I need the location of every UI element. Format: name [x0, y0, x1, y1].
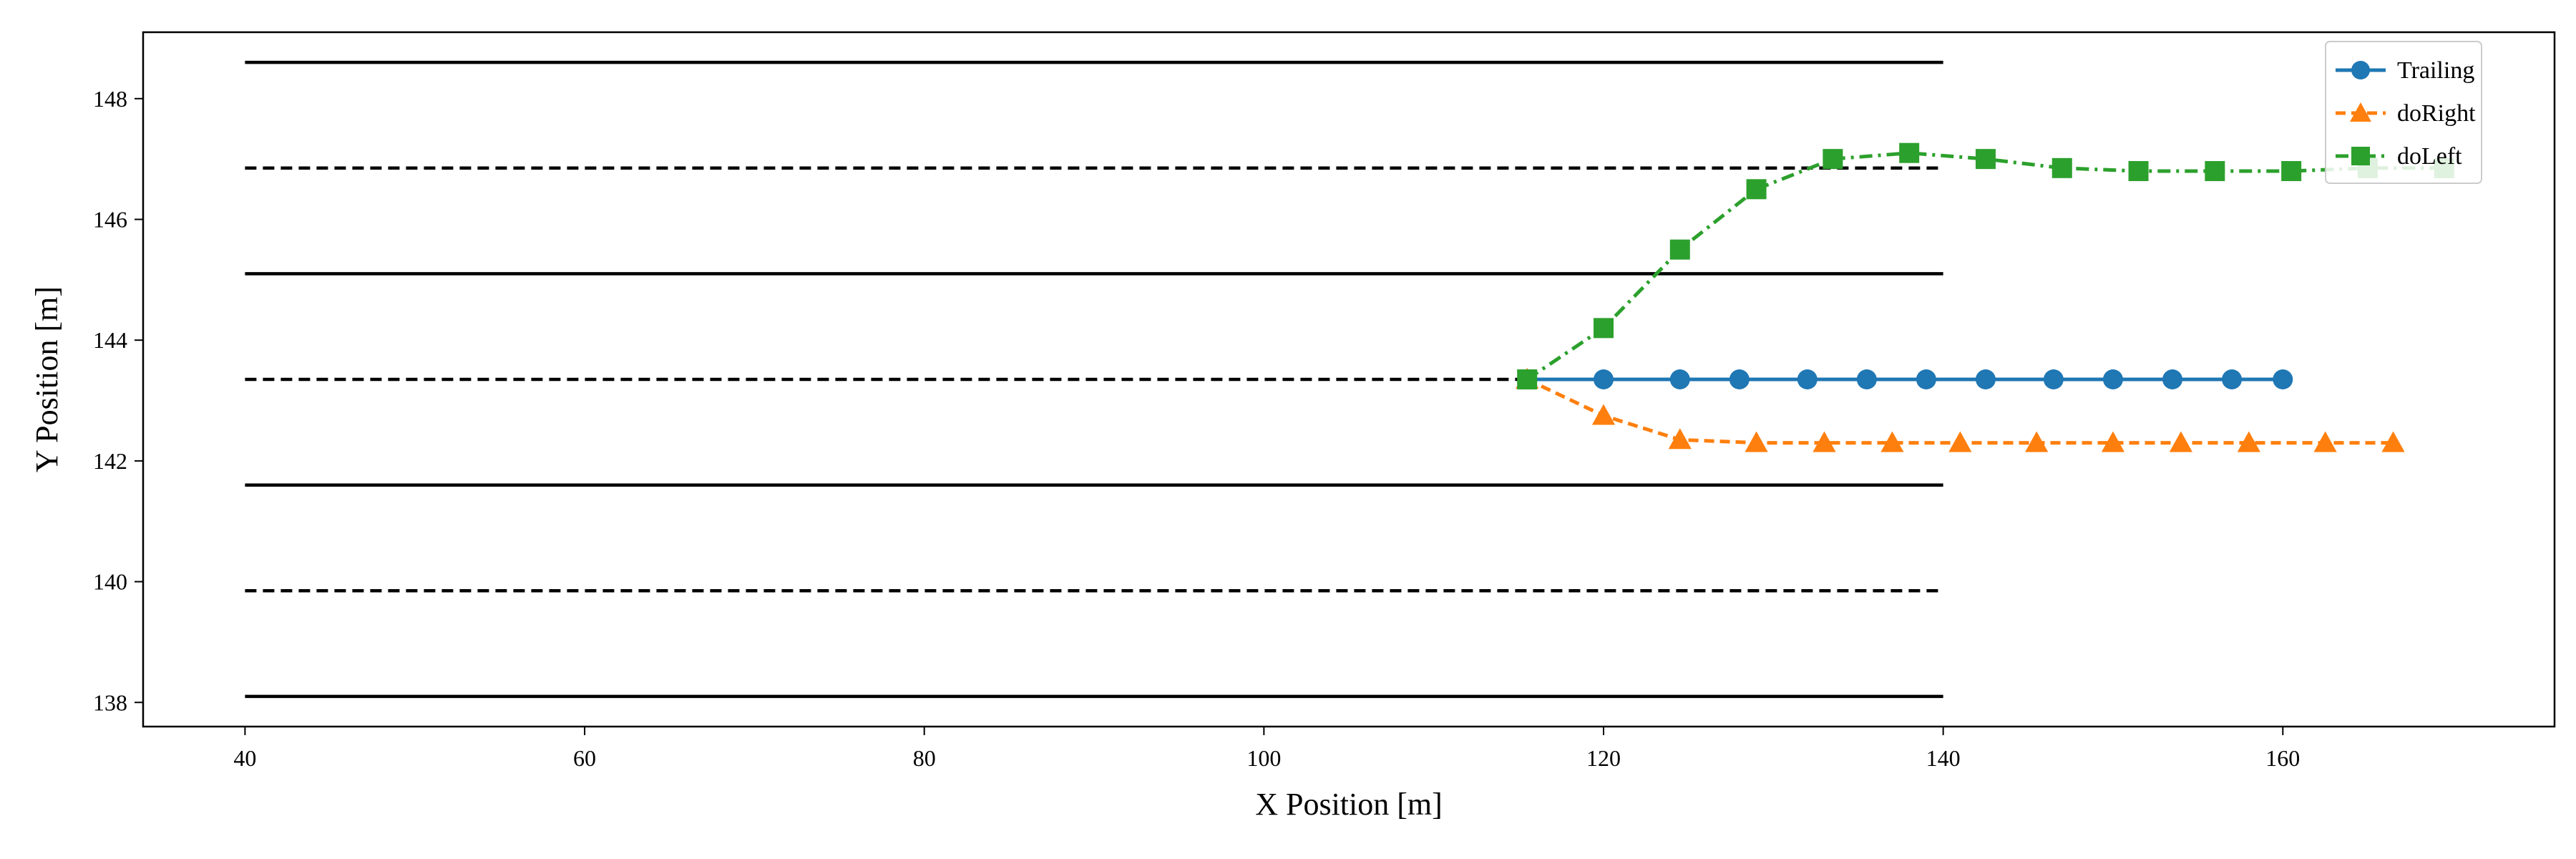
data-point	[1669, 369, 1690, 389]
y-axis-label: Y Position [m]	[29, 286, 64, 472]
x-tick-label: 140	[1926, 745, 1961, 771]
x-axis-label: X Position [m]	[1255, 787, 1443, 822]
data-point	[2051, 157, 2072, 178]
data-point	[1975, 369, 1996, 389]
data-point	[1916, 369, 1936, 389]
data-point	[2205, 161, 2225, 181]
y-tick-label: 148	[93, 86, 127, 112]
legend-marker	[2351, 61, 2370, 79]
x-axis-ticks: 40 60 80 100 120 140 160	[233, 727, 2300, 771]
legend-entry: doLeft	[2397, 143, 2462, 170]
x-tick-label: 160	[2265, 745, 2300, 771]
data-point	[1813, 431, 1836, 452]
data-point	[2102, 369, 2123, 389]
data-point	[1669, 239, 1690, 260]
y-tick-label: 140	[93, 569, 127, 595]
series-layer	[1516, 142, 2454, 452]
data-point	[2169, 431, 2192, 452]
data-point	[1975, 149, 1996, 170]
data-point	[1593, 318, 1614, 339]
y-tick-label: 142	[93, 448, 127, 474]
data-point	[1880, 431, 1904, 452]
data-point	[2381, 431, 2405, 452]
y-tick-label: 146	[93, 206, 127, 232]
y-tick-label: 138	[93, 689, 127, 715]
data-point	[2101, 431, 2125, 452]
data-point	[1517, 369, 1538, 389]
series-line	[1526, 151, 2444, 382]
x-tick-label: 40	[233, 745, 256, 771]
data-point	[1591, 404, 1616, 425]
data-point	[1668, 428, 1692, 450]
data-point	[2222, 369, 2243, 389]
data-point	[1797, 369, 1818, 389]
data-point	[1823, 149, 1843, 170]
x-tick-label: 100	[1246, 745, 1281, 771]
data-point	[2281, 161, 2302, 181]
y-axis-ticks: 138 140 142 144 146 148	[93, 86, 143, 715]
data-point	[1745, 431, 1768, 452]
series-doLeft	[1517, 142, 2454, 389]
data-point	[1899, 142, 1920, 163]
data-point	[1729, 369, 1750, 389]
data-point	[1856, 369, 1877, 389]
legend-marker	[2350, 102, 2371, 122]
data-point	[2273, 369, 2293, 389]
plot-frame	[142, 31, 2556, 728]
x-tick-label: 80	[913, 745, 936, 771]
y-tick-label: 144	[93, 327, 127, 353]
data-point	[1593, 369, 1614, 389]
series-Trailing	[1517, 369, 2293, 389]
legend-marker	[2351, 147, 2370, 165]
data-point	[2128, 161, 2149, 181]
legend-entry: doRight	[2397, 100, 2476, 127]
data-point	[2025, 431, 2049, 452]
data-point	[2043, 369, 2064, 389]
data-point	[2162, 369, 2183, 389]
x-tick-label: 60	[573, 745, 596, 771]
legend-entry: Trailing	[2397, 57, 2474, 84]
data-point	[2313, 431, 2337, 452]
data-point	[1948, 431, 1972, 452]
x-tick-label: 120	[1586, 745, 1621, 771]
data-point	[1746, 179, 1767, 200]
legend: Trailing doRight doLeft	[2325, 41, 2482, 184]
data-point	[2237, 431, 2260, 452]
